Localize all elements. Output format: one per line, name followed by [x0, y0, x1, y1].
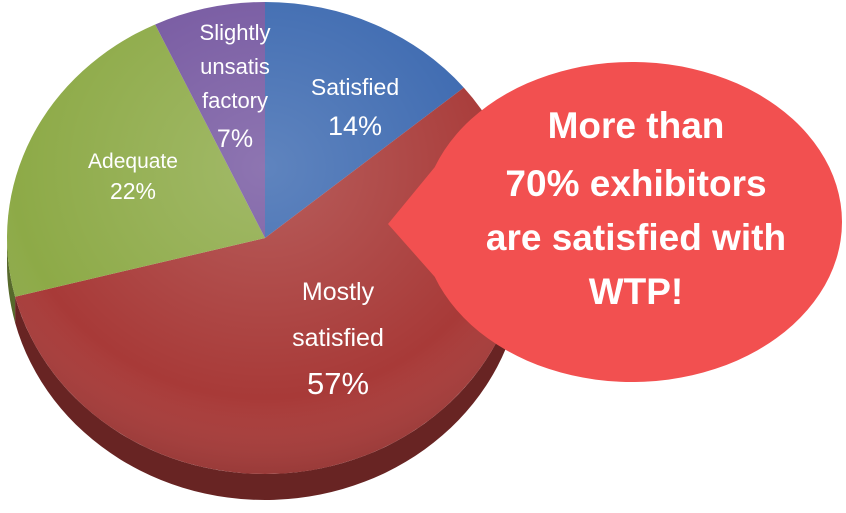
callout-bubble: More than 70% exhibitors are satisfied wit…: [388, 62, 842, 383]
slice-label-text: satisfied: [292, 324, 384, 352]
callout-line-2: 70% exhibitors: [505, 163, 766, 204]
slice-label-text: Slightly: [200, 20, 271, 45]
slice-value-label: 57%: [307, 366, 369, 401]
slice-label-text: Mostly: [302, 278, 375, 306]
pie-labels: Satisfied 14% Mostly satisfied 57% Adequate 22…: [88, 20, 399, 401]
slice-label-4: Slightly unsatis factory 7%: [200, 20, 271, 153]
slice-label-2: Mostly satisfied 57%: [292, 278, 384, 401]
slice-value-label: 22%: [110, 178, 156, 204]
slice-label-1: Satisfied 14%: [311, 74, 399, 141]
callout-text: More than 70% exhibitors are satisfied wit…: [486, 105, 786, 312]
callout-speech-bubble: [388, 62, 842, 383]
slice-label-text: Satisfied: [311, 74, 399, 100]
slice-label-3: Adequate 22%: [88, 150, 178, 204]
slice-label-text: Adequate: [88, 150, 178, 173]
slice-value-label: 7%: [217, 125, 253, 153]
slice-label-text: factory: [202, 88, 268, 113]
callout-line-1: More than: [548, 105, 725, 146]
callout-line-3: are satisfied with: [486, 217, 786, 258]
slice-label-text: unsatis: [200, 54, 270, 79]
callout-line-4: WTP!: [589, 271, 684, 312]
slice-value-label: 14%: [328, 111, 382, 141]
